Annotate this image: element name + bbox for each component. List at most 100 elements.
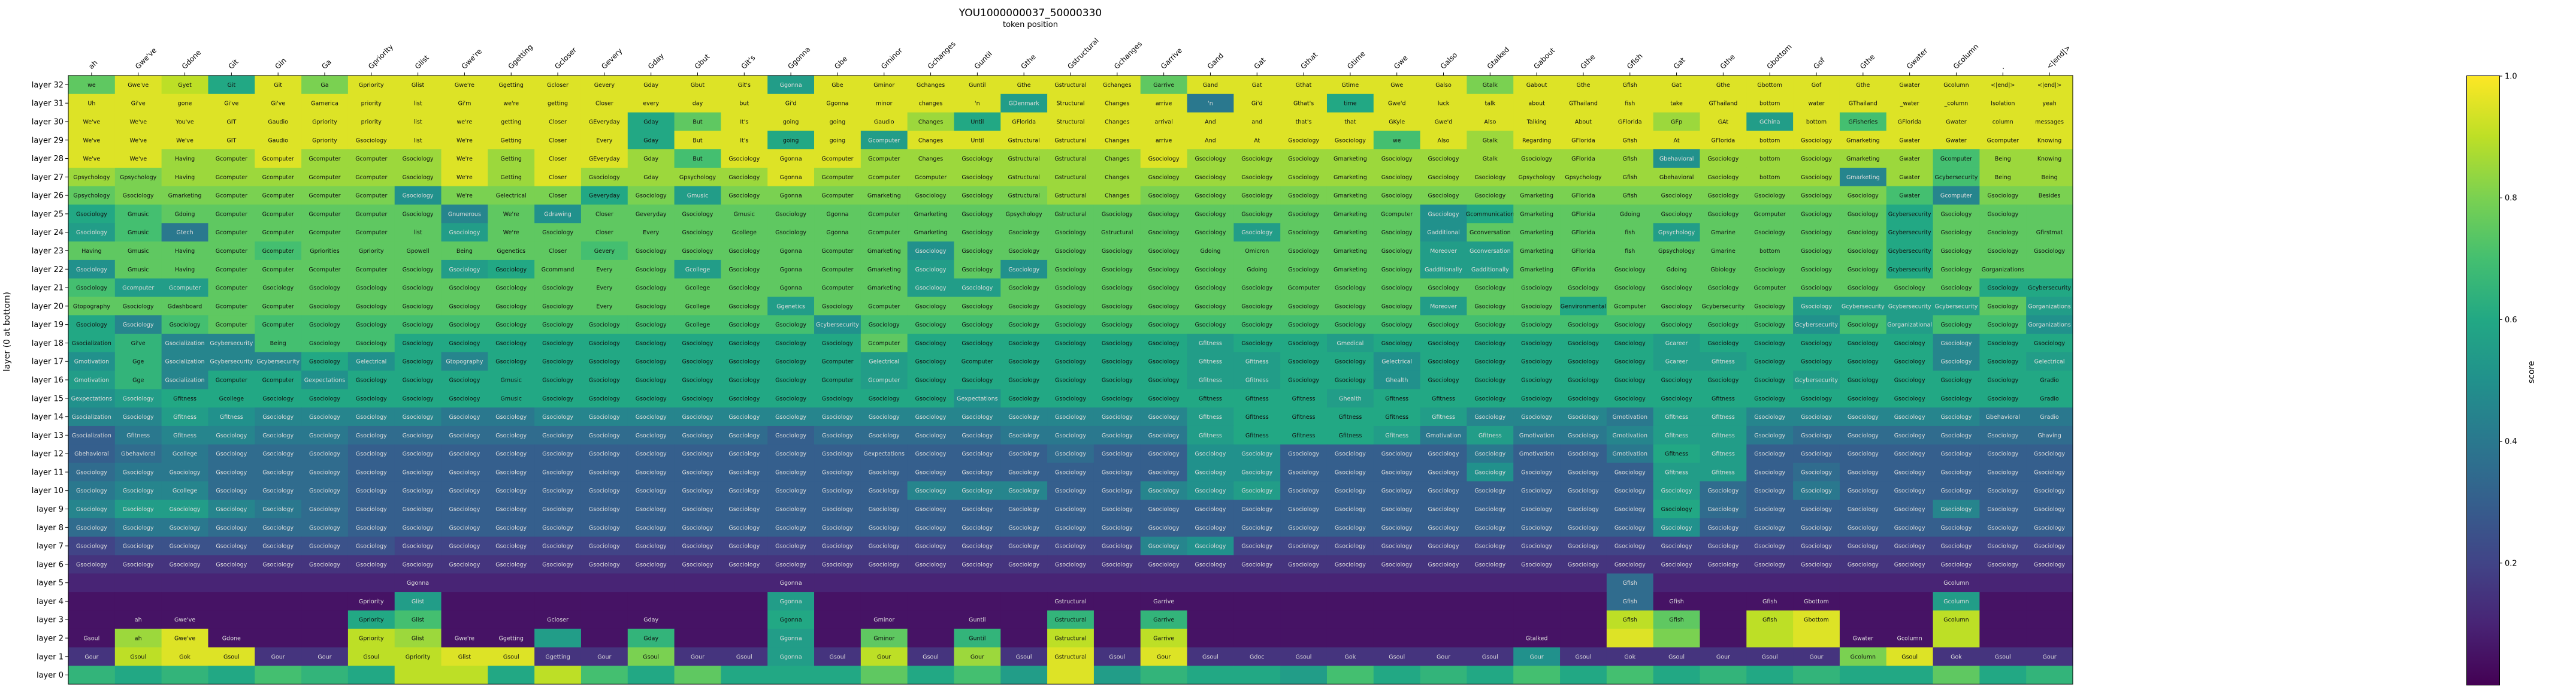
cell-label: Gsociology [123, 193, 154, 200]
cell-label: Being [270, 340, 286, 347]
cell-label: Gsociology [356, 433, 387, 439]
cell-label: Gsociology [1801, 506, 1832, 513]
cell-label: Gsociology [1195, 451, 1226, 458]
cell-label: Gsociology [1474, 414, 1505, 421]
y-tick-label: layer 10 [32, 486, 64, 495]
heatmap-cell [860, 666, 908, 685]
cell-label: Getting [501, 174, 522, 181]
heatmap-cell [1233, 666, 1281, 685]
cell-label: Gaudio [268, 137, 288, 144]
heatmap-cell [1933, 259, 1980, 279]
heatmap-cell [1467, 186, 1514, 206]
cell-label: Gdoing [1620, 211, 1640, 217]
cell-label: Gsociology [962, 506, 993, 513]
cell-label: Gsociology [1148, 414, 1180, 421]
cell-label: Gsociology [589, 174, 620, 181]
heatmap-cell [301, 149, 349, 168]
cell-label: Gsociology [728, 525, 760, 531]
x-tick-label: Gminor [879, 46, 904, 71]
cell-label: Gsociology [1428, 451, 1459, 458]
cell-label: bottom [1759, 156, 1780, 162]
cell-label: Gsoul [363, 654, 379, 660]
heatmap-cell [161, 592, 208, 611]
cell-label: Gcomputer [262, 248, 294, 255]
heatmap-cell [907, 149, 954, 168]
cell-label: Gfitness [1199, 395, 1222, 402]
cell-label: Gcomputer [868, 377, 900, 384]
heatmap-cell [1746, 241, 1794, 261]
cell-label: Gand [1203, 82, 1218, 89]
cell-label: Gsociology [1568, 377, 1599, 384]
cell-label: Gsociology [1335, 451, 1366, 458]
heatmap-cell [488, 149, 535, 168]
cell-label: Gsociology [1894, 414, 1925, 421]
cell-label: Gsociology [1661, 488, 1692, 494]
cell-label: Gsociology [1661, 193, 1692, 200]
cell-label: GFlorida [1898, 119, 1922, 125]
cell-label: Gsociology [636, 506, 667, 513]
cell-label: Gsociology [1241, 543, 1272, 550]
cell-label: Gwater [1899, 156, 1920, 162]
cell-label: Gpriority [312, 137, 337, 144]
heatmap-cell [301, 167, 349, 187]
heatmap-cell [1560, 149, 1607, 168]
cell-label: Gsociology [495, 561, 527, 568]
cell-label: Gsociology [1568, 285, 1599, 292]
cell-label: Gsociology [495, 303, 527, 310]
cell-label: Gcollege [219, 395, 244, 402]
heatmap-cell [2026, 573, 2073, 593]
heatmap-cell [1000, 186, 1048, 206]
heatmap-cell [860, 204, 908, 223]
x-tick-label: Gwe've [134, 46, 158, 71]
cell-label: Gsociology [1568, 433, 1599, 439]
heatmap-cell [161, 167, 208, 187]
heatmap-cell [1606, 75, 1654, 95]
heatmap-cell [1047, 241, 1095, 261]
cell-label: Gcomputer [1287, 285, 1319, 292]
heatmap-cell [161, 186, 208, 206]
cell-label: Gcybersecurity [1935, 303, 1978, 310]
heatmap-cell [1560, 610, 1607, 630]
cell-label: Gcomputer [821, 193, 853, 200]
heatmap-cell [814, 592, 861, 611]
cell-label: Gsociology [495, 285, 527, 292]
cell-label: Gour [318, 654, 331, 660]
heatmap-cell [347, 241, 395, 261]
heatmap-cell [1653, 75, 1700, 95]
heatmap-cell [907, 241, 954, 261]
cell-label: messages [2035, 119, 2064, 125]
cell-label: Gdoc [1250, 654, 1264, 660]
heatmap-cell [68, 573, 116, 593]
cell-label: Glist [458, 654, 471, 660]
heatmap-cell [301, 666, 349, 685]
cell-label: Gsociology [542, 414, 573, 421]
cell-label: Gmarketing [1846, 156, 1880, 162]
cell-label: Gmarketing [867, 248, 901, 255]
heatmap-cell [814, 167, 861, 187]
heatmap-cell [347, 186, 395, 206]
cell-label: Gsociology [728, 193, 760, 200]
cell-label: Gsociology [1288, 525, 1319, 531]
heatmap-cell [1326, 131, 1374, 150]
cell-label: Gsociology [728, 433, 760, 439]
cell-label: Gsociology [495, 322, 527, 328]
heatmap-cell [441, 204, 488, 223]
heatmap-cell [814, 666, 861, 685]
cell-label: Gelectrical [356, 359, 386, 365]
cell-label: Gsociology [1661, 285, 1692, 292]
cell-label: Every [596, 137, 612, 144]
heatmap-cell [1000, 149, 1048, 168]
cell-label: Gsociology [1987, 506, 2018, 513]
cell-label: Gcloser [547, 82, 569, 89]
heatmap-cell [1373, 259, 1421, 279]
heatmap-cell [1373, 75, 1421, 95]
cell-label: GFisheries [1848, 119, 1877, 125]
x-tick-label: Gin [273, 56, 288, 71]
heatmap-cell [114, 75, 162, 95]
heatmap-cell [1140, 149, 1188, 168]
x-tick-label: Gtalked [1486, 46, 1511, 71]
cell-label: bottom [1759, 101, 1780, 107]
heatmap-cell [347, 149, 395, 168]
heatmap-cell [907, 93, 954, 113]
cell-label: Gsociology [403, 211, 434, 217]
